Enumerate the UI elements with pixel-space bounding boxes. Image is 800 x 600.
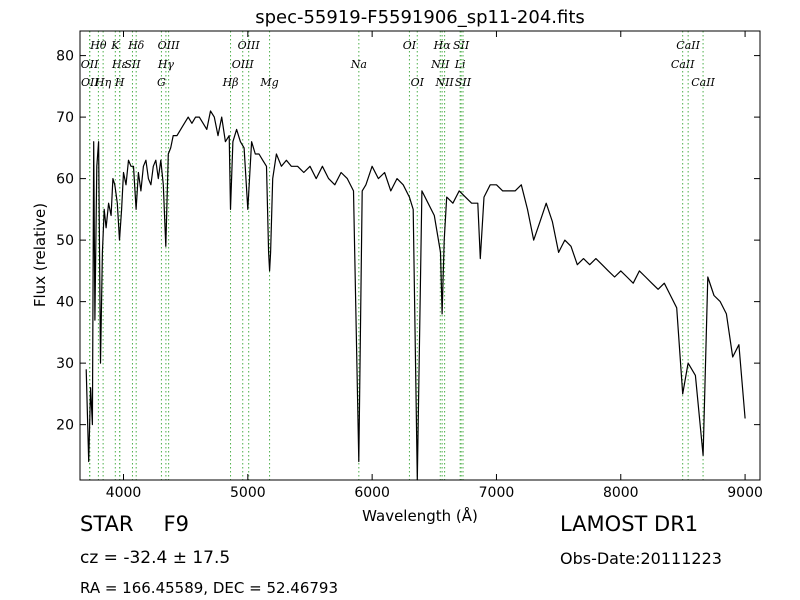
marker-label-21: NII bbox=[434, 76, 454, 89]
object-class-line: STAR F9 bbox=[80, 512, 189, 536]
x-axis: 4000 5000 6000 7000 8000 9000 bbox=[106, 31, 763, 501]
marker-label-23: Li bbox=[454, 58, 466, 71]
y-tick-label-70: 70 bbox=[56, 110, 74, 126]
marker-label-17: OI bbox=[403, 39, 417, 52]
x-tick-label-6000: 6000 bbox=[354, 485, 390, 501]
x-tick-label-7000: 7000 bbox=[479, 485, 515, 501]
marker-label-2: OII bbox=[81, 76, 99, 89]
marker-label-26: CaII bbox=[676, 39, 700, 52]
object-class: STAR bbox=[80, 512, 134, 536]
spectrum-series bbox=[85, 110, 746, 481]
marker-label-13: OIII bbox=[232, 58, 255, 71]
marker-label-9: G bbox=[157, 76, 166, 89]
plot-frame bbox=[79, 30, 761, 481]
y-tick-label-50: 50 bbox=[56, 233, 74, 249]
marker-label-11: OIII bbox=[158, 39, 181, 52]
marker-label-7: SII bbox=[124, 58, 141, 71]
redshift-cz: cz = -32.4 ± 17.5 bbox=[80, 548, 231, 568]
spectrum-line-0 bbox=[85, 110, 746, 481]
observation-date: Obs-Date:20111223 bbox=[560, 549, 722, 568]
marker-label-18: OI bbox=[411, 76, 425, 89]
marker-label-6: H bbox=[114, 76, 125, 89]
y-axis: 20 30 40 50 60 70 80 bbox=[56, 49, 760, 434]
chart-title: spec-55919-F5591906_sp11-204.fits bbox=[255, 7, 585, 28]
marker-label-24: SII bbox=[455, 76, 472, 89]
marker-label-19: NII bbox=[430, 58, 450, 71]
marker-label-27: CaII bbox=[691, 76, 715, 89]
marker-label-3: Hη bbox=[94, 76, 112, 89]
x-tick-label-5000: 5000 bbox=[230, 485, 266, 501]
survey-name: LAMOST DR1 bbox=[560, 512, 699, 536]
marker-label-10: Hγ bbox=[157, 58, 175, 71]
y-axis-label: Flux (relative) bbox=[31, 203, 49, 307]
line-markers: HθOIIOIIHηKHεHSIIHδGHγOIIIHβOIIIOIIIMgNa… bbox=[81, 31, 716, 480]
x-tick-label-9000: 9000 bbox=[727, 485, 763, 501]
marker-label-8: Hδ bbox=[127, 39, 145, 52]
x-tick-label-4000: 4000 bbox=[106, 485, 142, 501]
marker-label-16: Na bbox=[350, 58, 367, 71]
y-tick-label-30: 30 bbox=[56, 356, 74, 372]
y-tick-label-40: 40 bbox=[56, 295, 74, 311]
marker-label-20: Hα bbox=[433, 39, 452, 52]
marker-label-22: SII bbox=[453, 39, 470, 52]
marker-label-14: OIII bbox=[238, 39, 261, 52]
marker-label-0: Hθ bbox=[89, 39, 107, 52]
marker-label-4: K bbox=[110, 39, 120, 52]
marker-label-15: Mg bbox=[259, 76, 278, 89]
marker-label-25: CaII bbox=[671, 58, 695, 71]
y-tick-label-20: 20 bbox=[56, 418, 74, 434]
x-tick-label-8000: 8000 bbox=[603, 485, 639, 501]
x-axis-label: Wavelength (Å) bbox=[362, 506, 478, 525]
y-tick-label-80: 80 bbox=[56, 49, 74, 65]
y-tick-label-60: 60 bbox=[56, 172, 74, 188]
ra-dec-coordinates: RA = 166.45589, DEC = 52.46793 bbox=[80, 579, 339, 597]
object-subclass: F9 bbox=[163, 512, 189, 536]
marker-label-12: Hβ bbox=[222, 76, 239, 89]
